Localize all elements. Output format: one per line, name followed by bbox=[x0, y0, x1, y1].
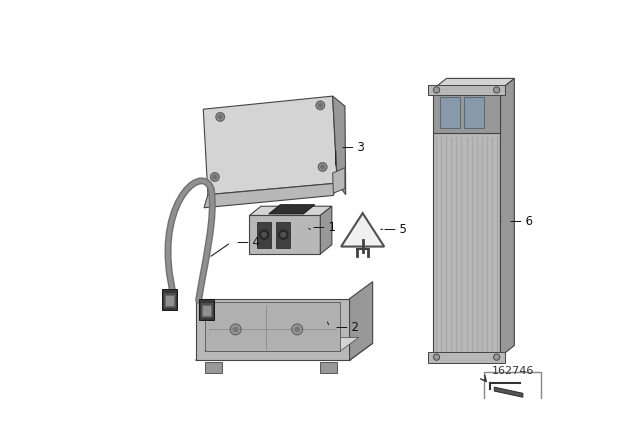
Circle shape bbox=[493, 354, 500, 360]
Polygon shape bbox=[433, 133, 500, 356]
Circle shape bbox=[318, 103, 322, 107]
Polygon shape bbox=[463, 97, 484, 128]
Polygon shape bbox=[333, 168, 345, 193]
Circle shape bbox=[295, 327, 300, 332]
Circle shape bbox=[318, 163, 327, 171]
Circle shape bbox=[213, 175, 217, 179]
Polygon shape bbox=[204, 96, 337, 195]
Text: 162746: 162746 bbox=[492, 366, 534, 375]
Polygon shape bbox=[162, 289, 177, 310]
Polygon shape bbox=[196, 299, 349, 360]
Circle shape bbox=[281, 233, 285, 237]
Polygon shape bbox=[202, 305, 211, 316]
Polygon shape bbox=[200, 302, 212, 318]
Polygon shape bbox=[205, 337, 359, 351]
Text: — 5: — 5 bbox=[384, 223, 407, 236]
Circle shape bbox=[230, 324, 241, 335]
FancyBboxPatch shape bbox=[484, 372, 541, 412]
Polygon shape bbox=[500, 78, 515, 356]
Polygon shape bbox=[433, 78, 515, 89]
Circle shape bbox=[433, 354, 440, 360]
Polygon shape bbox=[250, 206, 332, 215]
Polygon shape bbox=[204, 183, 337, 208]
Circle shape bbox=[218, 115, 222, 119]
Polygon shape bbox=[440, 97, 460, 128]
Polygon shape bbox=[257, 222, 271, 248]
Circle shape bbox=[216, 112, 225, 121]
Polygon shape bbox=[205, 302, 340, 351]
Polygon shape bbox=[349, 282, 372, 360]
Circle shape bbox=[292, 324, 303, 335]
Polygon shape bbox=[341, 213, 384, 246]
Circle shape bbox=[279, 230, 288, 239]
Circle shape bbox=[234, 327, 238, 332]
Circle shape bbox=[211, 173, 219, 181]
Circle shape bbox=[433, 87, 440, 93]
Circle shape bbox=[493, 87, 500, 93]
Polygon shape bbox=[164, 295, 174, 306]
Circle shape bbox=[321, 165, 324, 169]
Polygon shape bbox=[428, 85, 505, 95]
Circle shape bbox=[316, 101, 324, 110]
Polygon shape bbox=[163, 292, 175, 308]
Polygon shape bbox=[428, 352, 505, 362]
Text: — 1: — 1 bbox=[312, 220, 335, 233]
Text: — 2: — 2 bbox=[336, 321, 358, 334]
Polygon shape bbox=[198, 299, 214, 320]
Polygon shape bbox=[433, 89, 500, 133]
Polygon shape bbox=[205, 362, 221, 373]
Polygon shape bbox=[320, 362, 337, 373]
Polygon shape bbox=[250, 215, 320, 254]
Text: — 3: — 3 bbox=[342, 141, 365, 154]
Polygon shape bbox=[494, 387, 523, 397]
Circle shape bbox=[259, 230, 269, 239]
Text: — 4: — 4 bbox=[237, 236, 260, 249]
Polygon shape bbox=[333, 96, 346, 195]
Text: — 6: — 6 bbox=[509, 215, 532, 228]
Polygon shape bbox=[196, 343, 372, 360]
Polygon shape bbox=[320, 206, 332, 254]
Polygon shape bbox=[276, 222, 291, 248]
Polygon shape bbox=[269, 205, 315, 214]
Circle shape bbox=[262, 233, 266, 237]
